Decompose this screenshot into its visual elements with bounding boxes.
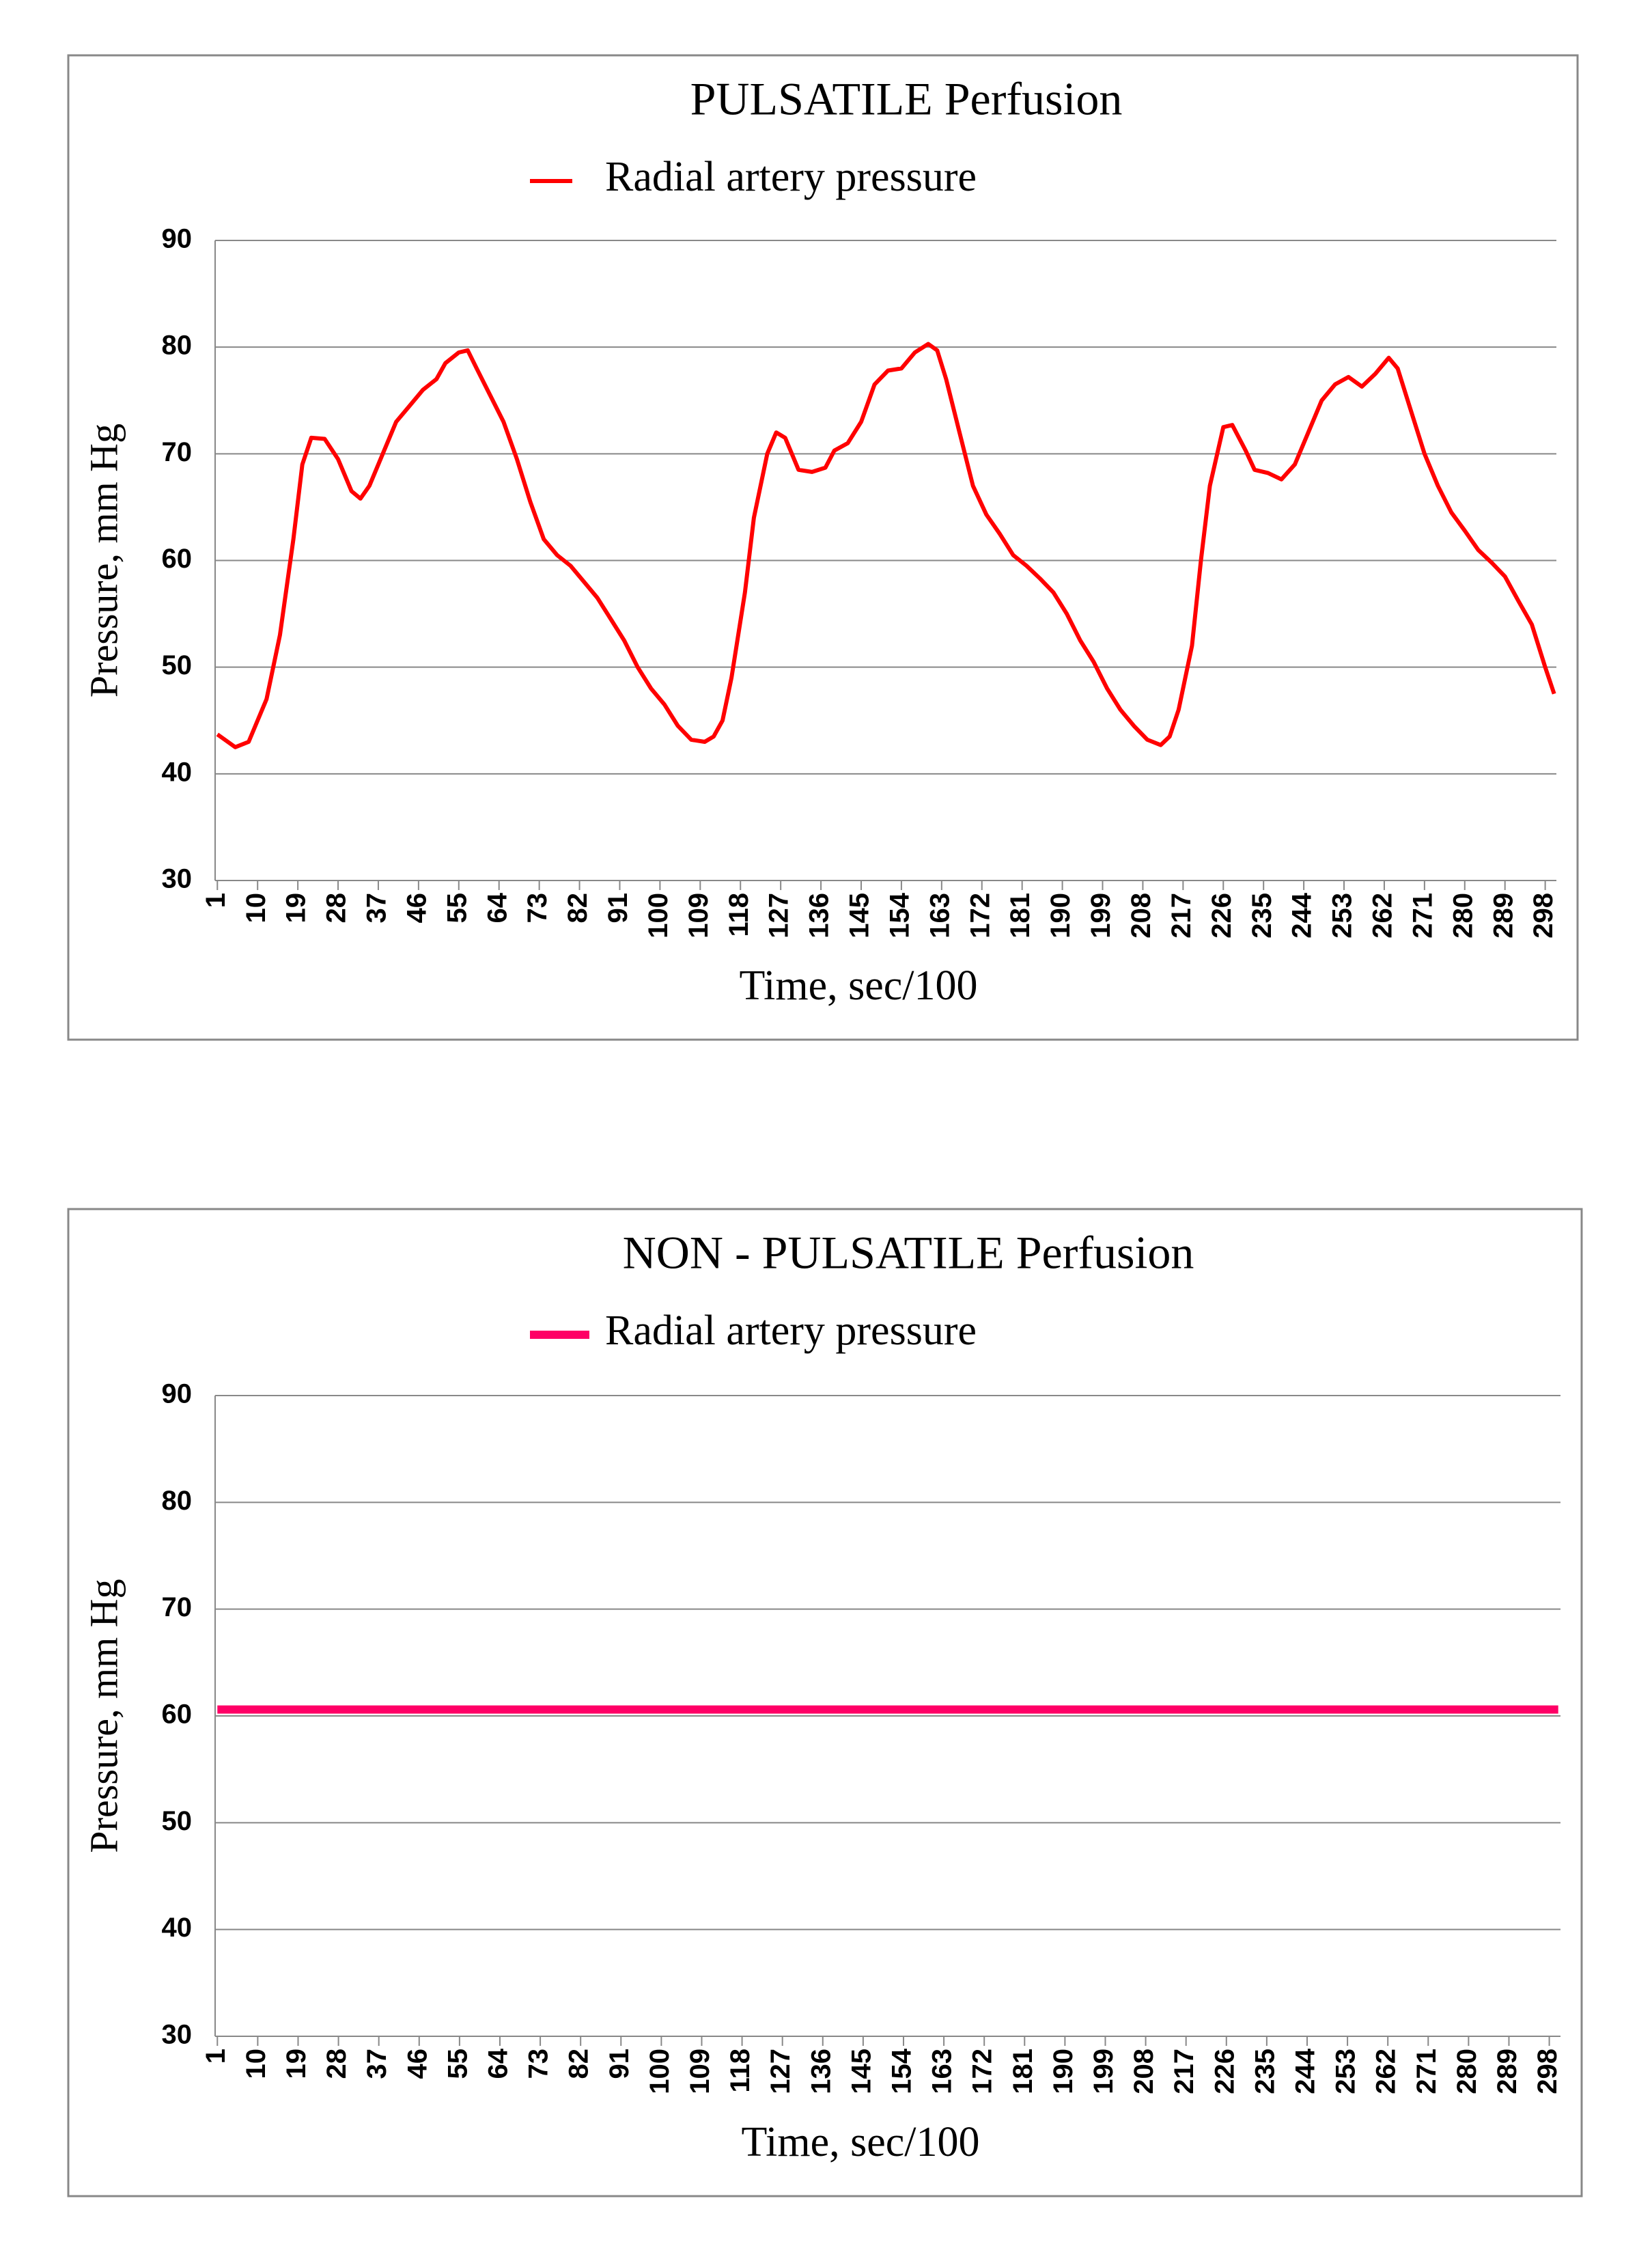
x-tick-label: 37 (362, 893, 392, 924)
y-tick-label: 40 (162, 757, 193, 787)
y-tick-label: 60 (162, 1700, 193, 1730)
chart-title: PULSATILE Perfusion (690, 73, 1123, 125)
chart: PULSATILE Perfusion Radial artery pressur… (67, 54, 1579, 1041)
x-tick-label: 163 (927, 2049, 957, 2094)
x-tick-label: 271 (1408, 893, 1438, 939)
y-tick-label: 30 (162, 2020, 193, 2050)
y-tick-label: 70 (162, 437, 193, 467)
x-tick-label: 244 (1287, 892, 1317, 938)
x-tick-label: 10 (241, 893, 271, 924)
x-tick-label: 28 (322, 2049, 352, 2079)
x-tick-label: 217 (1169, 2049, 1199, 2094)
x-tick-label: 136 (806, 2049, 836, 2094)
x-tick-label: 163 (925, 893, 955, 939)
x-tick-label: 145 (846, 2049, 876, 2094)
y-tick-label: 90 (162, 1379, 193, 1409)
x-tick-label: 289 (1492, 2049, 1522, 2094)
y-axis-label: Pressure, mm Hg (81, 424, 126, 697)
x-tick-label: 280 (1452, 2049, 1482, 2094)
x-tick-label: 217 (1166, 893, 1196, 939)
x-tick-label: 82 (564, 2049, 594, 2079)
x-tick-label: 1 (201, 893, 231, 908)
x-tick-label: 91 (603, 893, 633, 924)
legend-label: Radial artery pressure (605, 1307, 977, 1354)
x-tick-label: 64 (482, 892, 512, 923)
x-tick-label: 253 (1331, 2049, 1361, 2094)
x-tick-label: 271 (1412, 2049, 1442, 2094)
x-tick-label: 19 (281, 893, 311, 924)
x-tick-label: 262 (1368, 893, 1398, 939)
x-tick-label: 118 (725, 2049, 755, 2093)
x-tick-label: 298 (1532, 2049, 1563, 2094)
x-tick-label: 55 (442, 893, 472, 924)
x-tick-label: 298 (1528, 893, 1558, 939)
x-tick-label: 154 (887, 2048, 917, 2094)
x-tick-label: 136 (804, 893, 835, 939)
x-tick-label: 145 (845, 893, 875, 939)
y-axis-label: Pressure, mm Hg (81, 1579, 126, 1853)
x-tick-label: 91 (604, 2049, 634, 2079)
x-tick-label: 37 (362, 2049, 392, 2079)
x-tick-label: 253 (1328, 893, 1358, 939)
x-tick-label: 199 (1089, 2049, 1119, 2094)
data-line (216, 342, 1556, 749)
y-tick-label: 50 (162, 650, 193, 680)
x-tick-label: 226 (1207, 893, 1237, 939)
x-tick-label: 28 (322, 893, 352, 924)
chart-frame (67, 54, 1579, 1041)
x-tick-label: 235 (1247, 893, 1277, 939)
x-tick-label: 46 (402, 893, 432, 924)
x-tick-label: 190 (1048, 2049, 1078, 2094)
x-tick-label: 181 (1008, 2049, 1038, 2094)
x-tick-label: 100 (645, 2049, 675, 2094)
x-tick-label: 280 (1448, 893, 1478, 939)
x-tick-label: 109 (685, 2049, 715, 2094)
x-tick-label: 154 (884, 892, 914, 938)
x-tick-label: 235 (1250, 2049, 1280, 2094)
x-tick-label: 55 (443, 2049, 473, 2079)
x-axis-label: Time, sec/100 (741, 2119, 979, 2165)
x-tick-label: 262 (1371, 2049, 1401, 2094)
x-tick-label: 199 (1086, 893, 1116, 939)
x-tick-label: 118 (724, 893, 754, 937)
x-tick-label: 100 (643, 893, 673, 939)
x-tick-label: 64 (484, 2048, 514, 2079)
x-tick-label: 226 (1209, 2049, 1240, 2094)
x-tick-label: 1 (201, 2049, 231, 2064)
y-tick-label: 80 (162, 1486, 193, 1516)
x-tick-label: 73 (524, 2049, 554, 2079)
x-tick-label: 208 (1129, 2049, 1159, 2094)
y-tick-label: 90 (162, 224, 193, 254)
x-tick-label: 19 (281, 2049, 311, 2079)
x-tick-label: 127 (766, 2049, 796, 2094)
y-tick-label: 30 (162, 864, 193, 894)
x-tick-label: 127 (764, 893, 794, 939)
chart-title: NON - PULSATILE Perfusion (623, 1227, 1194, 1279)
x-tick-label: 172 (968, 2049, 998, 2094)
x-tick-label: 208 (1126, 893, 1156, 939)
x-tick-label: 82 (563, 893, 593, 924)
legend-label: Radial artery pressure (605, 154, 977, 200)
x-tick-label: 181 (1005, 893, 1035, 939)
y-tick-label: 80 (162, 331, 193, 361)
x-tick-label: 109 (684, 893, 714, 939)
x-tick-label: 244 (1291, 2048, 1321, 2094)
y-tick-label: 70 (162, 1592, 193, 1622)
y-tick-label: 50 (162, 1806, 193, 1836)
x-tick-label: 289 (1488, 893, 1518, 939)
chart: NON - PULSATILE Perfusion Radial artery p… (67, 1208, 1583, 2198)
x-tick-label: 190 (1046, 893, 1076, 939)
x-tick-label: 172 (965, 893, 995, 939)
x-tick-label: 10 (241, 2049, 271, 2079)
chart-frame (67, 1208, 1583, 2198)
y-tick-label: 40 (162, 1913, 193, 1943)
x-tick-label: 73 (522, 893, 552, 924)
x-tick-label: 46 (402, 2049, 432, 2079)
x-axis-label: Time, sec/100 (739, 962, 977, 1009)
y-tick-label: 60 (162, 544, 193, 574)
